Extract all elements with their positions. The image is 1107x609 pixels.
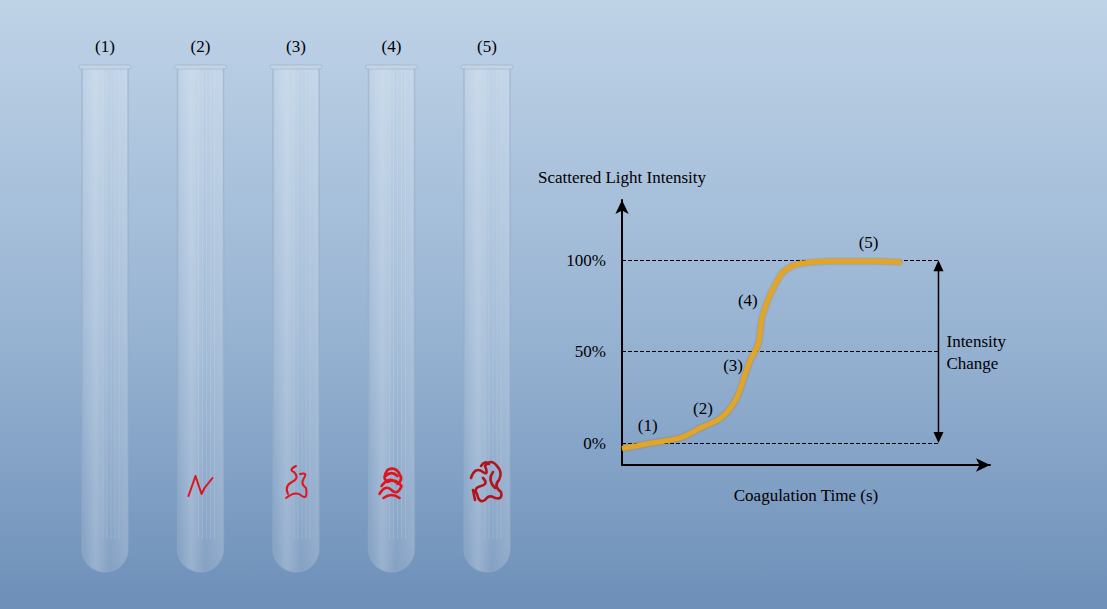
svg-text:Intensity: Intensity — [946, 332, 1006, 351]
svg-text:(3): (3) — [286, 37, 306, 56]
svg-text:(5): (5) — [859, 233, 879, 252]
svg-text:(4): (4) — [382, 37, 402, 56]
svg-text:(1): (1) — [638, 416, 658, 435]
svg-text:Coagulation Time (s): Coagulation Time (s) — [734, 486, 879, 505]
svg-text:(5): (5) — [477, 37, 497, 56]
svg-text:0%: 0% — [583, 434, 606, 453]
svg-text:100%: 100% — [566, 251, 606, 270]
svg-text:Change: Change — [946, 354, 998, 373]
svg-text:(2): (2) — [693, 399, 713, 418]
svg-text:(4): (4) — [738, 291, 758, 310]
svg-text:(2): (2) — [191, 37, 211, 56]
svg-text:(3): (3) — [723, 356, 743, 375]
svg-text:Scattered Light Intensity: Scattered Light Intensity — [538, 168, 707, 187]
svg-text:50%: 50% — [575, 342, 606, 361]
svg-text:(1): (1) — [95, 37, 115, 56]
